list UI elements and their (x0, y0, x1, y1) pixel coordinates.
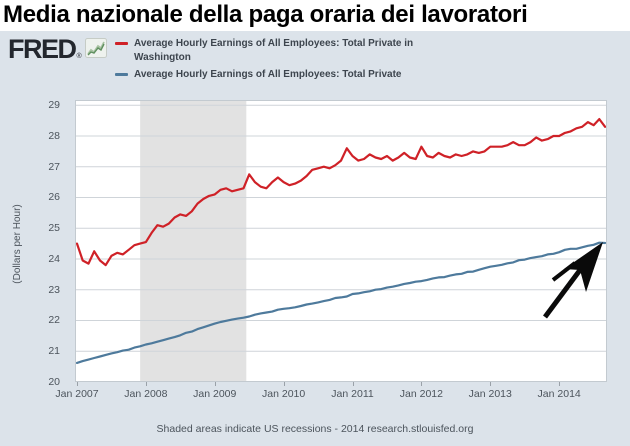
legend: Average Hourly Earnings of All Employees… (115, 37, 413, 85)
legend-label-national: Average Hourly Earnings of All Employees… (134, 69, 402, 80)
legend-item-national: Average Hourly Earnings of All Employees… (115, 68, 413, 82)
y-tick-label: 26 (48, 191, 60, 204)
recession-band (140, 100, 247, 382)
sparkline-icon (84, 37, 107, 63)
page-title: Media nazionale della paga oraria dei la… (3, 1, 528, 28)
x-tick-label: Jan 2012 (399, 388, 443, 400)
x-tick-label: Jan 2014 (537, 388, 581, 400)
y-tick-label: 23 (48, 283, 60, 296)
x-tick-label: Jan 2010 (262, 388, 306, 400)
footer-note: Shaded areas indicate US recessions - 20… (156, 423, 474, 435)
plot-svg (75, 100, 607, 382)
x-tick-label: Jan 2013 (468, 388, 512, 400)
x-tick-mark (559, 382, 561, 386)
national-series-line (75, 241, 607, 364)
y-tick-label: 25 (48, 222, 60, 235)
chart-container: FRED ® Average Hourly Earnings of All Emp… (0, 31, 630, 446)
title-bar: Media nazionale della paga oraria dei la… (0, 0, 630, 31)
registered-mark: ® (76, 52, 82, 60)
y-tick-label: 20 (48, 376, 60, 388)
y-tick-label: 22 (48, 314, 60, 327)
x-tick-mark (490, 382, 492, 386)
fred-logo: FRED ® (8, 34, 107, 64)
legend-item-washington: Average Hourly Earnings of All Employees… (115, 37, 413, 65)
washington-series-line (75, 118, 607, 267)
y-tick-label: 27 (48, 160, 60, 173)
x-tick-mark (145, 382, 147, 386)
x-tick-mark (214, 382, 216, 386)
plot-area (75, 100, 607, 382)
x-tick-label: Jan 2008 (124, 388, 168, 400)
x-tick-mark (421, 382, 423, 386)
plot-border (75, 100, 607, 382)
annotation-arrow-shaft (542, 264, 586, 319)
fred-logo-text: FRED (8, 34, 77, 64)
y-tick-label: 28 (48, 129, 60, 142)
y-tick-label: 24 (48, 252, 60, 265)
x-tick-mark (77, 382, 78, 386)
x-tick-mark (352, 382, 354, 386)
x-tick-mark (283, 382, 285, 386)
x-tick-label: Jan 2007 (55, 388, 99, 400)
y-tick-label: 21 (48, 345, 60, 358)
legend-marker-national (115, 73, 128, 76)
x-tick-label: Jan 2011 (331, 388, 374, 400)
y-tick-label: 29 (48, 99, 60, 112)
legend-label-washington: Average Hourly Earnings of All Employees… (134, 38, 414, 63)
annotation-arrow-head (564, 242, 603, 292)
x-tick-label: Jan 2009 (193, 388, 237, 400)
y-axis-title: (Dollars per Hour) (12, 204, 23, 284)
legend-marker-washington (115, 42, 128, 45)
